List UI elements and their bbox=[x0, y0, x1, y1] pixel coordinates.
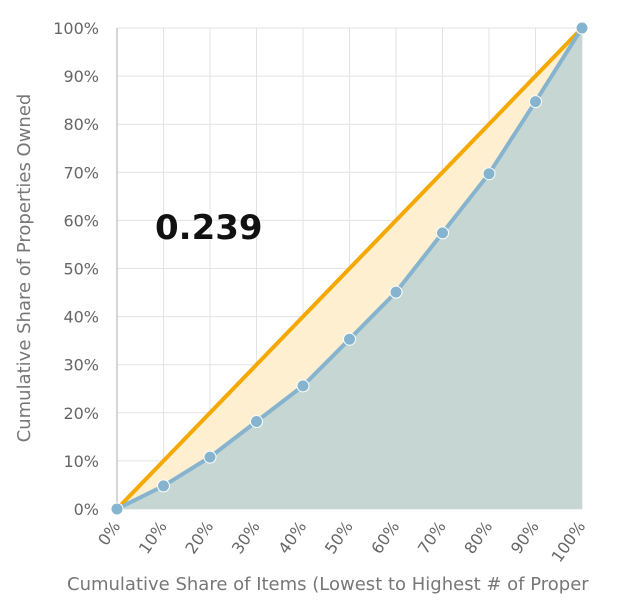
y-tick-label: 100% bbox=[53, 19, 99, 38]
y-tick-label: 60% bbox=[63, 211, 99, 230]
y-tick-label: 30% bbox=[63, 356, 99, 375]
lorenz-point bbox=[296, 379, 310, 393]
x-axis-title: Cumulative Share of Items (Lowest to Hig… bbox=[67, 574, 589, 595]
lorenz-point bbox=[436, 226, 449, 240]
y-tick-label: 50% bbox=[63, 260, 99, 279]
y-tick-label: 80% bbox=[63, 115, 99, 134]
gini-annotation: 0.239 bbox=[155, 208, 263, 248]
x-tick-label: 40% bbox=[274, 517, 310, 557]
x-tick-label: 30% bbox=[228, 517, 264, 557]
y-tick-label: 0% bbox=[74, 500, 99, 519]
x-tick-label: 60% bbox=[367, 517, 403, 557]
lorenz-point bbox=[343, 332, 356, 346]
lorenz-point bbox=[482, 167, 496, 181]
lorenz-point bbox=[250, 415, 263, 428]
y-tick-label: 90% bbox=[63, 67, 99, 86]
x-tick-label: 20% bbox=[181, 517, 217, 557]
lorenz-point bbox=[203, 450, 217, 464]
lorenz-points bbox=[110, 21, 589, 516]
x-tick-label: 0% bbox=[94, 517, 124, 549]
x-tick-label: 100% bbox=[547, 517, 589, 565]
y-tick-label: 20% bbox=[63, 404, 99, 423]
y-axis-ticks: 0% 10% 20% 30% 40% 50% 60% 70% 80% 90% 100% bbox=[53, 19, 99, 519]
x-tick-label: 70% bbox=[414, 517, 450, 557]
x-tick-label: 90% bbox=[507, 517, 543, 557]
lorenz-point bbox=[110, 502, 124, 516]
y-axis-title: Cumulative Share of Properties Owned bbox=[14, 94, 35, 443]
x-tick-label: 10% bbox=[135, 517, 171, 557]
y-tick-label: 40% bbox=[63, 308, 99, 327]
y-tick-label: 70% bbox=[63, 163, 99, 182]
y-tick-label: 10% bbox=[63, 452, 99, 471]
lorenz-point bbox=[529, 95, 542, 109]
lorenz-point bbox=[575, 21, 589, 35]
lorenz-point bbox=[157, 479, 170, 493]
x-tick-label: 80% bbox=[460, 517, 496, 557]
x-axis-ticks: 0% 10% 20% 30% 40% 50% 60% 70% 80% 90% 100% bbox=[94, 517, 589, 565]
lorenz-point bbox=[389, 285, 403, 299]
lorenz-area bbox=[117, 28, 582, 509]
x-tick-label: 50% bbox=[321, 517, 357, 557]
equality-line bbox=[115, 26, 584, 511]
